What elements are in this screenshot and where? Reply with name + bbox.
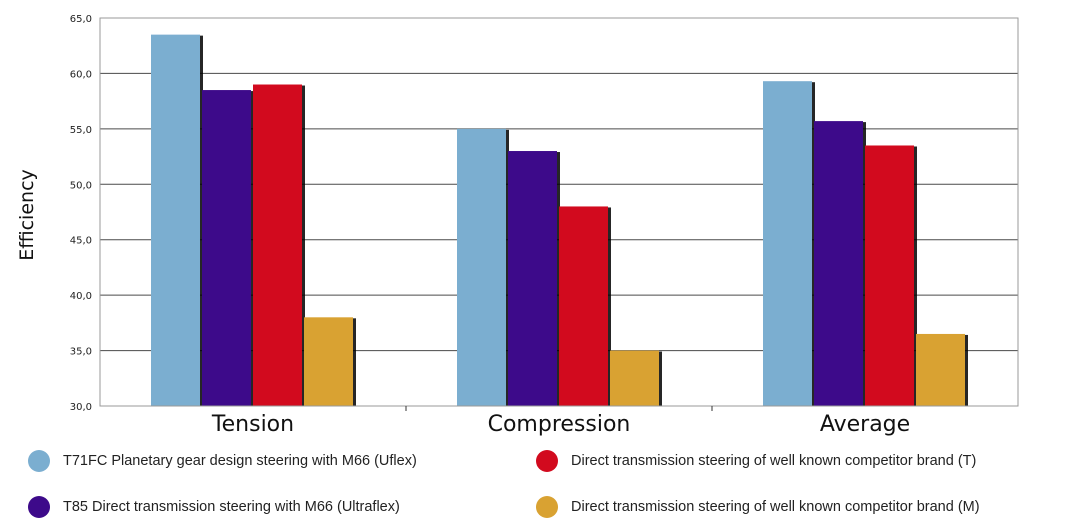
bar (304, 317, 353, 406)
legend-item: T71FC Planetary gear design steering wit… (28, 450, 417, 472)
bar (508, 151, 557, 406)
y-tick-labels: 30,0 35,0 40,0 45,0 50,0 55,0 60,0 65,0 (70, 14, 92, 413)
axes (99, 17, 1019, 411)
bar (610, 350, 659, 406)
legend-swatch (536, 450, 558, 472)
x-category-label: Average (820, 412, 910, 437)
legend-label: T71FC Planetary gear design steering wit… (63, 453, 417, 469)
y-tick-label: 30,0 (70, 402, 92, 413)
legend-label: Direct transmission steering of well kno… (571, 499, 980, 515)
x-category-label: Tension (211, 412, 294, 437)
bar (763, 81, 812, 406)
bar-chart: 30,0 35,0 40,0 45,0 50,0 55,0 60,0 65,0 Tension… (16, 14, 1019, 437)
y-axis-label: Efficiency (16, 169, 38, 261)
bar (814, 121, 863, 407)
legend-swatch (28, 450, 50, 472)
y-tick-label: 55,0 (70, 125, 92, 136)
y-tick-label: 60,0 (70, 69, 92, 80)
y-tick-label: 65,0 (70, 14, 92, 25)
y-tick-label: 40,0 (70, 291, 92, 302)
legend-label: T85 Direct transmission steering with M6… (63, 499, 400, 515)
bar (865, 145, 914, 406)
legend-item: Direct transmission steering of well kno… (536, 496, 980, 518)
bar (559, 206, 608, 406)
x-category-labels: Tension Compression Average (211, 412, 910, 437)
y-tick-label: 50,0 (70, 180, 92, 191)
y-tick-label: 35,0 (70, 347, 92, 358)
plot-border (99, 17, 1019, 407)
legend-swatch (536, 496, 558, 518)
bars (151, 34, 968, 407)
bar (916, 333, 965, 406)
legend-item: T85 Direct transmission steering with M6… (28, 496, 400, 518)
bar (253, 84, 302, 406)
y-tick-label: 45,0 (70, 236, 92, 247)
legend-item: Direct transmission steering of well kno… (536, 450, 976, 472)
bar (202, 90, 251, 407)
legend-label: Direct transmission steering of well kno… (571, 453, 977, 469)
x-category-label: Compression (488, 412, 631, 437)
bar (457, 128, 506, 406)
bar (151, 34, 200, 406)
legend-swatch (28, 496, 50, 518)
